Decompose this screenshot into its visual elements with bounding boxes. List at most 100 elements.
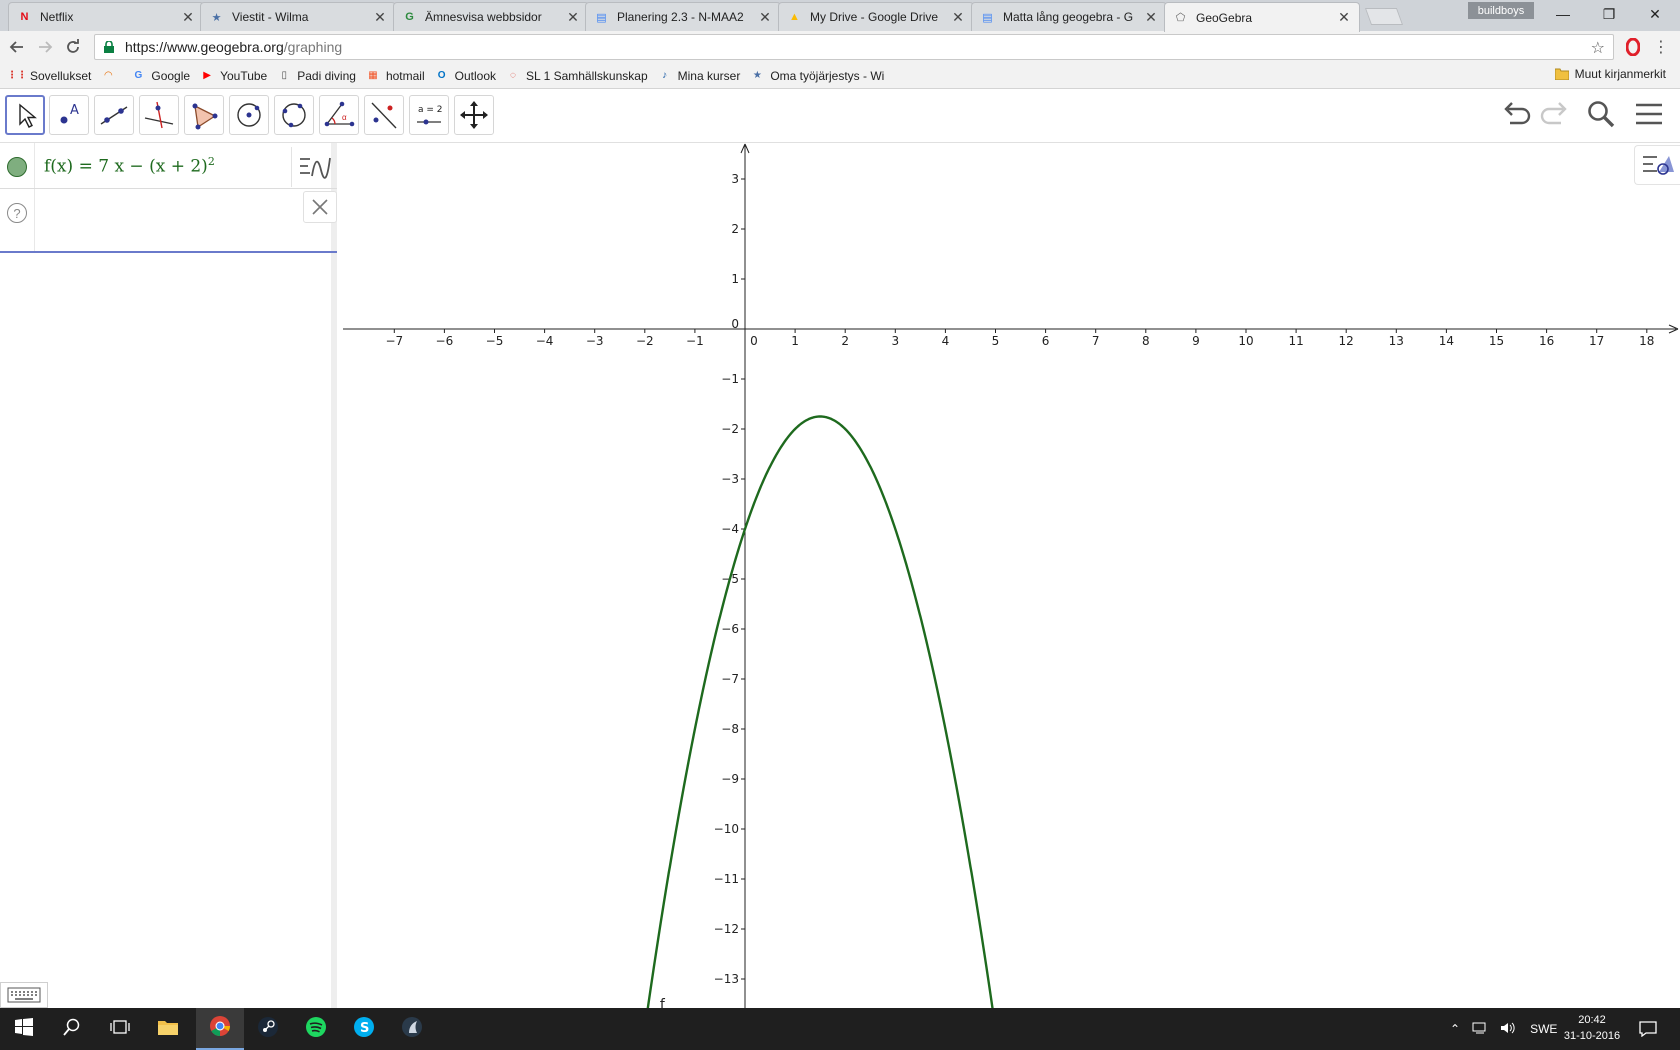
tray-chevron-icon[interactable]: ⌃ xyxy=(1450,1022,1461,1036)
redo-button[interactable] xyxy=(1537,97,1571,131)
svg-text:S: S xyxy=(360,1021,369,1036)
bookmark-item[interactable]: ▶ YouTube xyxy=(200,69,267,83)
taskbar-chrome-button[interactable] xyxy=(196,1008,244,1050)
browser-tab[interactable]: ⬠ GeoGebra ✕ xyxy=(1164,2,1360,32)
function-definition[interactable]: f(x) = 7 x − (x + 2)2 xyxy=(44,155,215,177)
algebra-input[interactable] xyxy=(40,201,290,231)
algebra-input-row[interactable] xyxy=(0,189,337,253)
bookmark-item[interactable]: ▦ hotmail xyxy=(366,69,424,83)
tab-close-icon[interactable]: ✕ xyxy=(567,8,579,25)
address-bar[interactable]: https://www.geogebra.org/graphing ☆ xyxy=(94,34,1614,60)
bookmark-item[interactable]: O Outlook xyxy=(435,69,496,83)
browser-tab[interactable]: G Ämnesvisa webbsidor ✕ xyxy=(393,2,589,31)
graph-canvas[interactable]: −7 −6 −5 −4 −3 −2 −1 0 1 2 3 4 5 6 7 8 9 10 11 12 13 14 15 16 17… xyxy=(343,143,1680,1008)
tab-close-icon[interactable]: ✕ xyxy=(952,8,964,25)
search-button[interactable] xyxy=(1584,97,1618,131)
browser-tab[interactable]: ★ Viestit - Wilma ✕ xyxy=(200,2,396,31)
tab-title: GeoGebra xyxy=(1196,10,1253,25)
browser-tab[interactable]: N Netflix ✕ xyxy=(8,2,204,31)
restore-button[interactable]: ❐ xyxy=(1602,5,1616,22)
bookmark-item[interactable]: G Google xyxy=(131,69,190,83)
taskbar-file-explorer-button[interactable] xyxy=(144,1008,192,1050)
tab-close-icon[interactable]: ✕ xyxy=(1338,9,1350,25)
graphics-style-bar-toggle[interactable] xyxy=(1634,145,1680,185)
taskbar-windows-start-button[interactable] xyxy=(0,1008,48,1050)
taskbar-steam-button[interactable] xyxy=(244,1008,292,1050)
y-tick-label: −9 xyxy=(721,772,739,786)
line-through-points-icon xyxy=(100,106,128,125)
browser-tab[interactable]: ▲ My Drive - Google Drive ✕ xyxy=(778,2,974,31)
url-host: https://www.geogebra.org xyxy=(125,39,284,55)
circle-three-points-tool[interactable] xyxy=(274,95,314,135)
y-axis-arrow xyxy=(740,143,750,154)
tab-close-icon[interactable]: ✕ xyxy=(182,8,194,25)
task-view-icon xyxy=(110,1019,130,1040)
taskbar-search-button[interactable] xyxy=(48,1008,96,1050)
move-graphics-tool[interactable] xyxy=(454,95,494,135)
rainbow-icon: ◠ xyxy=(104,70,113,81)
function-curve-f[interactable] xyxy=(640,415,1001,1009)
clear-input-button[interactable] xyxy=(303,191,337,223)
bookmark-label: SL 1 Samhällskunskap xyxy=(526,68,648,83)
tab-close-icon[interactable]: ✕ xyxy=(759,8,771,25)
bookmark-item[interactable]: ◠ xyxy=(101,69,121,83)
input-help-icon[interactable]: ? xyxy=(7,203,27,223)
svg-text:A: A xyxy=(70,103,79,118)
move-tool[interactable] xyxy=(5,95,45,135)
perpendicular-tool[interactable] xyxy=(139,95,179,135)
taskbar-skype-button[interactable]: S xyxy=(340,1008,388,1050)
forward-button[interactable] xyxy=(32,35,58,59)
slider-tool[interactable]: a = 2 xyxy=(409,95,449,135)
bookmark-item[interactable]: ▯ Padi diving xyxy=(277,69,355,83)
steam-icon xyxy=(257,1016,279,1043)
windows-logo-icon: ▦ xyxy=(368,70,378,81)
taskbar-spotify-button[interactable] xyxy=(292,1008,340,1050)
profile-button[interactable]: buildboys xyxy=(1468,2,1534,19)
graphics-view[interactable]: −7 −6 −5 −4 −3 −2 −1 0 1 2 3 4 5 6 7 8 9 10 11 12 13 14 15 16 17… xyxy=(343,143,1680,1008)
circle-center-tool[interactable] xyxy=(229,95,269,135)
bookmark-item[interactable]: ★ Oma työjärjestys - Wi xyxy=(750,69,885,83)
opera-extension-icon[interactable] xyxy=(1624,36,1642,58)
language-indicator[interactable]: SWE xyxy=(1530,1022,1558,1036)
tab-close-icon[interactable]: ✕ xyxy=(374,8,386,25)
svg-text:α: α xyxy=(342,113,347,122)
reflect-tool[interactable] xyxy=(364,95,404,135)
action-center-button[interactable] xyxy=(1624,1008,1672,1050)
virtual-keyboard-button[interactable] xyxy=(0,982,48,1008)
visibility-toggle-icon[interactable] xyxy=(7,157,27,177)
polygon-tool[interactable] xyxy=(184,95,224,135)
algebra-style-button[interactable] xyxy=(291,147,337,187)
x-axis-arrow xyxy=(1668,324,1679,334)
system-clock[interactable]: 20:42 31-10-2016 xyxy=(1558,1012,1626,1044)
taskbar-app-button[interactable] xyxy=(388,1008,436,1050)
taskbar-task-view-button[interactable] xyxy=(96,1008,144,1050)
back-button[interactable] xyxy=(4,35,30,59)
chrome-menu-icon[interactable]: ⋮ xyxy=(1653,39,1669,56)
angle-tool[interactable]: α xyxy=(319,95,359,135)
bookmark-item[interactable]: ◌ SL 1 Samhällskunskap xyxy=(506,69,648,83)
bookmark-item[interactable]: ⋮⋮ Sovellukset xyxy=(7,69,91,83)
close-window-button[interactable]: ✕ xyxy=(1649,5,1661,22)
segment-tool[interactable] xyxy=(94,95,134,135)
volume-icon[interactable] xyxy=(1500,1021,1516,1038)
reload-icon xyxy=(67,39,79,53)
main-menu-button[interactable] xyxy=(1632,97,1666,131)
tab-close-icon[interactable]: ✕ xyxy=(1145,8,1157,25)
bookmark-item[interactable]: ♪ Mina kurser xyxy=(658,69,740,83)
x-tick-label: 11 xyxy=(1288,334,1303,348)
x-tick-label: −5 xyxy=(486,334,504,348)
minimize-button[interactable]: — xyxy=(1556,6,1570,22)
new-tab-button[interactable] xyxy=(1364,8,1404,25)
bookmark-star-icon[interactable]: ☆ xyxy=(1590,40,1605,57)
point-tool[interactable]: A xyxy=(49,95,89,135)
browser-tab[interactable]: ▤ Matta lång geogebra - G ✕ xyxy=(971,2,1167,31)
network-icon[interactable] xyxy=(1472,1021,1488,1038)
reload-button[interactable] xyxy=(60,35,86,59)
redo-icon xyxy=(1540,102,1567,125)
bookmark-other-folder[interactable]: Muut kirjanmerkit xyxy=(1554,67,1666,81)
undo-button[interactable] xyxy=(1500,97,1534,131)
browser-tab[interactable]: ▤ Planering 2.3 - N-MAA2 ✕ xyxy=(585,2,781,31)
svg-text:a = 2: a = 2 xyxy=(418,105,443,115)
curve-label[interactable]: f xyxy=(660,997,666,1008)
algebra-row-f[interactable]: f(x) = 7 x − (x + 2)2 xyxy=(0,143,337,189)
